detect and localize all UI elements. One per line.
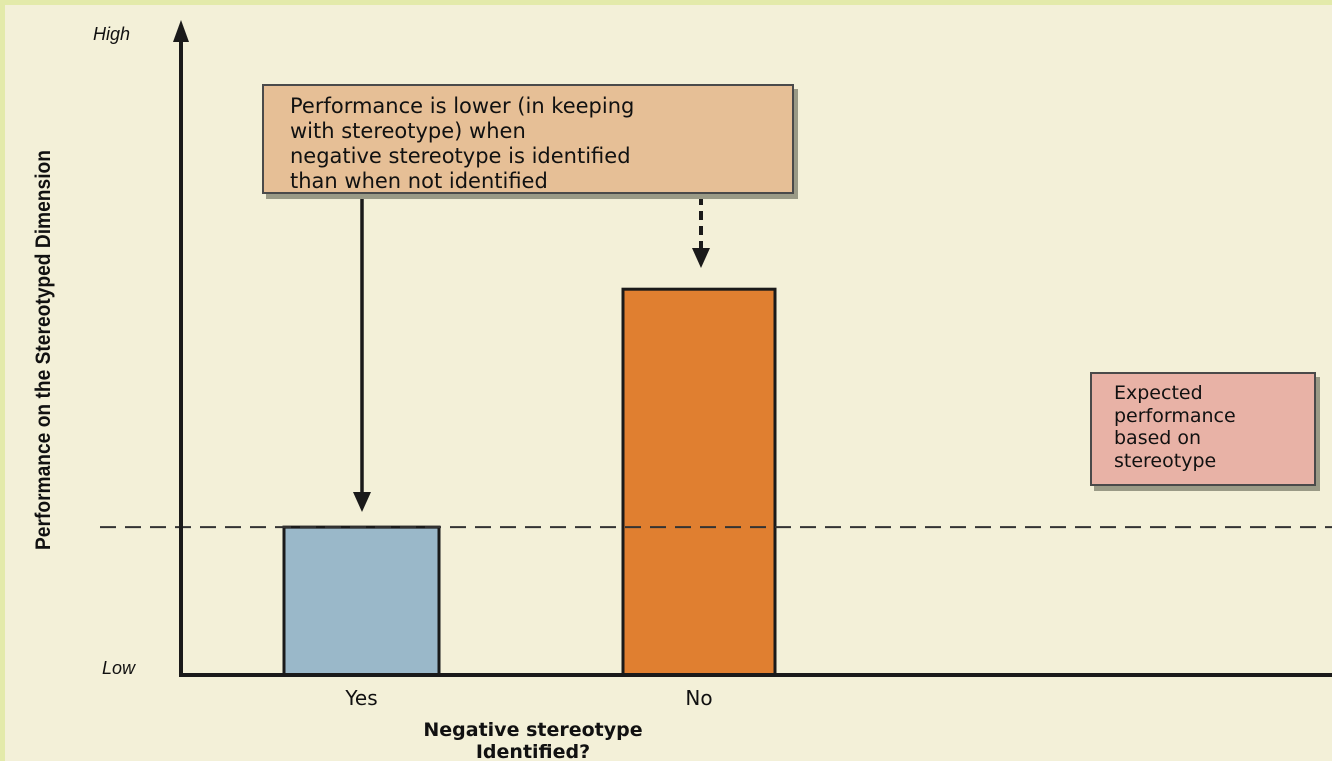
y-axis-arrowhead — [173, 20, 189, 42]
x-tick-label-no: No — [685, 686, 712, 710]
annotation-arrowhead-yes — [353, 492, 371, 512]
annotation-box-expected: Expected performance based on stereotype — [1090, 372, 1316, 486]
y-tick-low: Low — [102, 658, 136, 678]
bar-no — [621, 287, 777, 677]
y-tick-high: High — [93, 24, 130, 44]
x-axis-label-line: Negative stereotype — [423, 719, 642, 741]
annotation-box-main: Performance is lower (in keeping with st… — [262, 84, 794, 194]
x-axis-label: Negative stereotype Identified? — [423, 719, 642, 761]
x-axis-label-line: Identified? — [476, 741, 590, 761]
y-axis-label: Performance on the Stereotyped Dimension — [32, 150, 55, 550]
x-tick-label-yes: Yes — [344, 686, 377, 710]
annotation-arrowhead-no — [692, 248, 710, 268]
bar-yes — [282, 525, 441, 677]
